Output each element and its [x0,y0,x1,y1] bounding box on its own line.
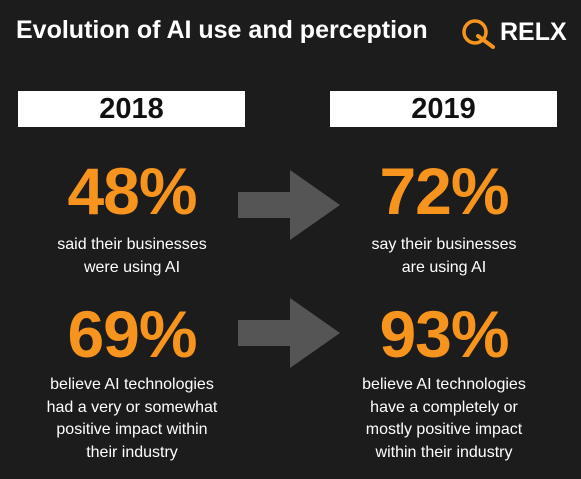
figure: 72% [379,154,509,228]
title: Evolution of AI use and perception [16,16,428,44]
year-label: 2018 [18,91,245,127]
text-line: said their businesses [57,236,207,253]
text-line: their industry [86,443,178,461]
statement: believe AI technologies have a completel… [314,374,574,464]
figure: 69% [67,297,197,371]
statement: believe AI technologies had a very or so… [2,374,262,464]
figure: 48% [67,154,197,228]
text-line: mostly positive impact [365,421,523,438]
text-line: positive impact within [56,421,208,438]
arrow [238,170,340,240]
text-line: had a very or somewhat [46,398,218,416]
text-line: have a completely or [370,398,518,416]
text-line: believe AI technologies [362,376,526,393]
arrow [238,298,340,368]
statement: say their businesses are using AI [314,234,574,279]
text-line: believe AI technologies [50,376,214,393]
brand: RELX [500,18,567,46]
text-line: within their industry [375,443,513,461]
text-line: were using AI [83,258,181,276]
text-line: are using AI [401,258,487,276]
logo-mark [462,19,495,49]
statement: said their businesses were using AI [2,234,262,279]
text-line: say their businesses [371,236,517,253]
year-label: 2019 [330,91,557,127]
figure: 93% [379,297,509,371]
